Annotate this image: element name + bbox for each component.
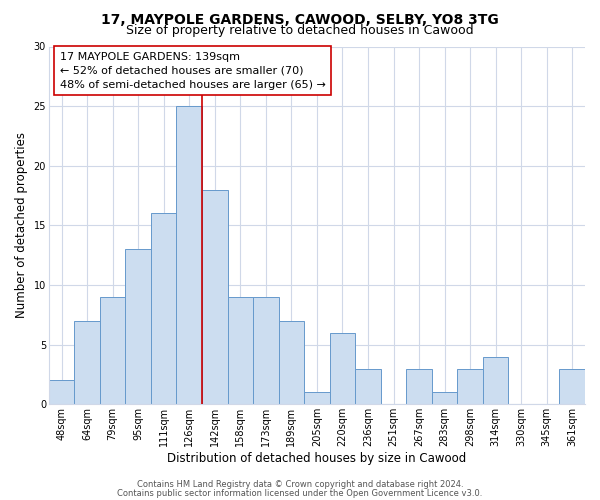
Bar bbox=[406, 368, 432, 404]
Bar bbox=[432, 392, 457, 404]
Bar bbox=[202, 190, 227, 404]
Text: Size of property relative to detached houses in Cawood: Size of property relative to detached ho… bbox=[126, 24, 474, 37]
Y-axis label: Number of detached properties: Number of detached properties bbox=[15, 132, 28, 318]
Bar bbox=[74, 321, 100, 404]
Bar bbox=[559, 368, 585, 404]
Bar bbox=[329, 332, 355, 404]
Text: Contains public sector information licensed under the Open Government Licence v3: Contains public sector information licen… bbox=[118, 489, 482, 498]
Bar bbox=[49, 380, 74, 404]
Text: Contains HM Land Registry data © Crown copyright and database right 2024.: Contains HM Land Registry data © Crown c… bbox=[137, 480, 463, 489]
Bar bbox=[227, 297, 253, 405]
Bar bbox=[278, 321, 304, 404]
Bar bbox=[125, 249, 151, 404]
Bar bbox=[151, 214, 176, 404]
Bar bbox=[253, 297, 278, 405]
Bar bbox=[176, 106, 202, 405]
Bar bbox=[457, 368, 483, 404]
X-axis label: Distribution of detached houses by size in Cawood: Distribution of detached houses by size … bbox=[167, 452, 467, 465]
Bar bbox=[100, 297, 125, 405]
Text: 17, MAYPOLE GARDENS, CAWOOD, SELBY, YO8 3TG: 17, MAYPOLE GARDENS, CAWOOD, SELBY, YO8 … bbox=[101, 12, 499, 26]
Text: 17 MAYPOLE GARDENS: 139sqm
← 52% of detached houses are smaller (70)
48% of semi: 17 MAYPOLE GARDENS: 139sqm ← 52% of deta… bbox=[59, 52, 325, 90]
Bar bbox=[355, 368, 381, 404]
Bar bbox=[483, 356, 508, 405]
Bar bbox=[304, 392, 329, 404]
